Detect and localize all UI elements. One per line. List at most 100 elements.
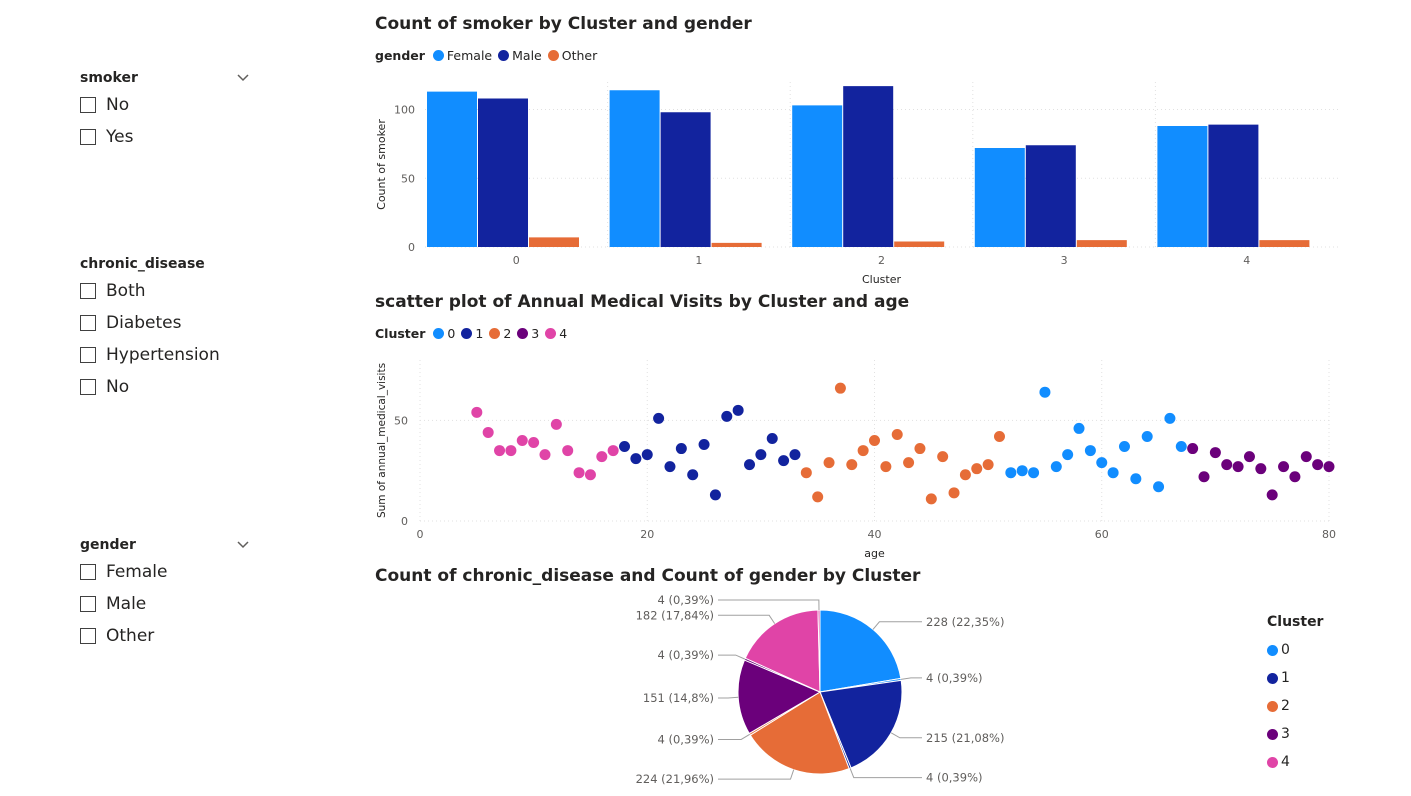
scatter-point [812,491,824,503]
scatter-point [744,459,756,471]
legend-item-cluster-2[interactable]: 2 [489,326,511,341]
pie-data-label: 4 (0,39%) [926,671,982,685]
legend-item-cluster-2[interactable]: 2 [1267,692,1323,720]
gender-slicer: gender Female Male Other [80,534,250,652]
scatter-point [1130,473,1142,485]
scatter-point [971,463,983,475]
chevron-down-icon[interactable] [236,71,250,85]
scatter-point [982,459,994,471]
scatter-point [1175,441,1187,453]
slicer-option-no[interactable]: No [80,89,250,121]
legend-item-cluster-1[interactable]: 1 [1267,664,1323,692]
slicer-option-both[interactable]: Both [80,275,250,307]
checkbox[interactable] [80,379,96,395]
scatter-point [573,467,585,479]
y-tick-label: 50 [401,172,415,185]
legend-item-cluster-3[interactable]: 3 [517,326,539,341]
legend-item-cluster-4[interactable]: 4 [545,326,567,341]
y-axis-label: Count of smoker [375,119,388,210]
bar [1157,126,1208,247]
smoker-slicer-header[interactable]: smoker [80,67,250,89]
legend-item-cluster-0[interactable]: 0 [433,326,455,341]
x-tick-label: 3 [1061,254,1068,267]
legend-dot [547,50,559,61]
checkbox[interactable] [80,564,96,580]
scatter-point [1050,461,1062,473]
scatter-point [709,489,721,501]
x-tick-label: 80 [1322,528,1336,541]
chevron-down-icon[interactable] [236,538,250,552]
checkbox[interactable] [80,97,96,113]
legend-item-cluster-3[interactable]: 3 [1267,720,1323,748]
x-tick-label: 2 [878,254,885,267]
checkbox[interactable] [80,315,96,331]
pie-slice [744,609,821,693]
scatter-point [607,445,619,457]
bar-chart: 0 50 100 0 1 2 3 4 Cluster Count of smoker [375,82,1338,286]
scatter-point [516,435,528,446]
checkbox[interactable] [80,347,96,363]
slicer-option-male[interactable]: Male [80,588,250,620]
pie-leader-line [718,599,820,611]
scatter-point [482,426,494,438]
legend-item-female[interactable]: Female [432,48,492,63]
y-axis-label: Sum of annual_medical_visits [376,363,388,518]
legend-dot [433,328,445,339]
scatter-point [846,459,858,471]
scatter-point [584,469,596,481]
scatter-point [880,461,892,473]
scatter-point [1221,459,1233,471]
slicer-option-diabetes[interactable]: Diabetes [80,307,250,339]
smoker-slicer: smoker No Yes [80,67,250,153]
pie-chart: 228 (22,35%) 4 (0,39%) 215 (21,08%) 4 (0,39… [636,593,1005,786]
x-axis-label: Cluster [862,273,902,286]
x-tick-label: 20 [640,528,654,541]
slicer-option-other[interactable]: Other [80,620,250,652]
pie-leader-line [900,677,922,680]
slicer-option-female[interactable]: Female [80,556,250,588]
scatter-point [1289,471,1301,483]
scatter-point [528,437,540,449]
checkbox[interactable] [80,283,96,299]
bar [792,105,843,247]
scatter-point [732,404,744,416]
legend-item-male[interactable]: Male [498,48,542,63]
pie-leader-line [718,614,776,624]
legend-dot [517,328,529,339]
scatter-point [914,443,926,455]
x-tick-label: 40 [868,528,882,541]
scatter-point [823,457,835,469]
scatter-chart-legend: Cluster 0 1 2 3 4 [375,326,573,341]
checkbox[interactable] [80,628,96,644]
pie-data-label: 228 (22,35%) [926,615,1004,629]
legend-dot [489,328,501,339]
scatter-point [494,445,506,457]
pie-chart-legend: Cluster 0 1 2 3 4 [1267,614,1323,776]
legend-title: Cluster [1267,614,1324,630]
bar [1259,240,1310,247]
scatter-point [789,449,801,461]
scatter-point [619,441,631,453]
checkbox[interactable] [80,129,96,145]
legend-item-cluster-1[interactable]: 1 [461,326,483,341]
pie-slice [819,679,903,769]
legend-item-cluster-0[interactable]: 0 [1267,636,1323,664]
scatter-point [721,410,733,422]
legend-item-cluster-4[interactable]: 4 [1267,748,1323,776]
bar [427,91,477,247]
bar [660,112,711,247]
slicer-option-hypertension[interactable]: Hypertension [80,339,250,371]
legend-item-other[interactable]: Other [547,48,597,63]
slicer-option-no[interactable]: No [80,371,250,403]
legend-dot [1267,756,1278,768]
checkbox[interactable] [80,596,96,612]
gender-slicer-header[interactable]: gender [80,534,250,556]
slicer-option-yes[interactable]: Yes [80,121,250,153]
scatter-point [993,430,1005,442]
pie-data-label: 4 (0,39%) [658,648,714,662]
chronic-disease-slicer-title: chronic_disease [80,256,205,272]
chronic-disease-slicer-header: chronic_disease [80,253,250,275]
scatter-point [1073,422,1085,434]
scatter-point [1300,451,1312,463]
scatter-point [471,406,483,418]
